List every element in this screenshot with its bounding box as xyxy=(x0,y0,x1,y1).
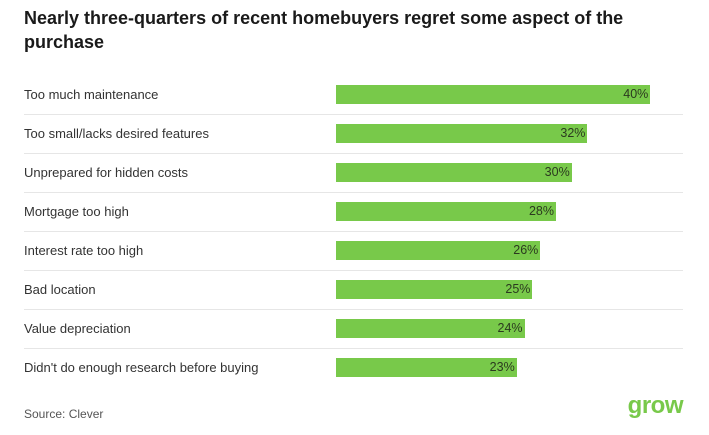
category-label: Value depreciation xyxy=(24,321,131,336)
chart-row: Interest rate too high 26% xyxy=(24,232,683,271)
bar-value-label: 25% xyxy=(505,282,531,296)
category-label: Too much maintenance xyxy=(24,87,159,102)
category-label: Too small/lacks desired features xyxy=(24,126,209,141)
bar-value-label: 23% xyxy=(489,360,515,374)
category-label: Didn't do enough research before buying xyxy=(24,360,259,375)
grow-logo: grow xyxy=(627,392,684,419)
bar: 28% xyxy=(336,202,556,221)
bar: 40% xyxy=(336,85,651,104)
bar-value-label: 26% xyxy=(513,243,539,257)
bar-value-label: 32% xyxy=(560,126,586,140)
bar: 25% xyxy=(336,280,533,299)
bar: 32% xyxy=(336,124,588,143)
chart-row: Value depreciation 24% xyxy=(24,310,683,349)
chart-row: Mortgage too high 28% xyxy=(24,193,683,232)
bar-value-label: 28% xyxy=(528,204,554,218)
bar-value-label: 40% xyxy=(623,87,649,101)
bar: 24% xyxy=(336,319,525,338)
chart-row: Didn't do enough research before buying 2… xyxy=(24,349,683,387)
bar: 26% xyxy=(336,241,541,260)
source-note: Source: Clever xyxy=(24,407,104,421)
bar-value-label: 30% xyxy=(544,165,570,179)
chart-row: Too much maintenance 40% xyxy=(24,76,683,115)
category-label: Mortgage too high xyxy=(24,204,129,219)
category-label: Interest rate too high xyxy=(24,243,144,258)
chart-title: Nearly three-quarters of recent homebuye… xyxy=(24,8,624,52)
bar-chart: Too much maintenance 40% Too small/lacks d… xyxy=(24,76,683,387)
chart-row: Unprepared for hidden costs 30% xyxy=(24,154,683,193)
category-label: Unprepared for hidden costs xyxy=(24,165,189,180)
category-label: Bad location xyxy=(24,282,96,297)
bar-value-label: 24% xyxy=(497,321,523,335)
chart-row: Too small/lacks desired features 32% xyxy=(24,115,683,154)
bar: 30% xyxy=(336,163,572,182)
chart-row: Bad location 25% xyxy=(24,271,683,310)
bar: 23% xyxy=(336,358,517,377)
